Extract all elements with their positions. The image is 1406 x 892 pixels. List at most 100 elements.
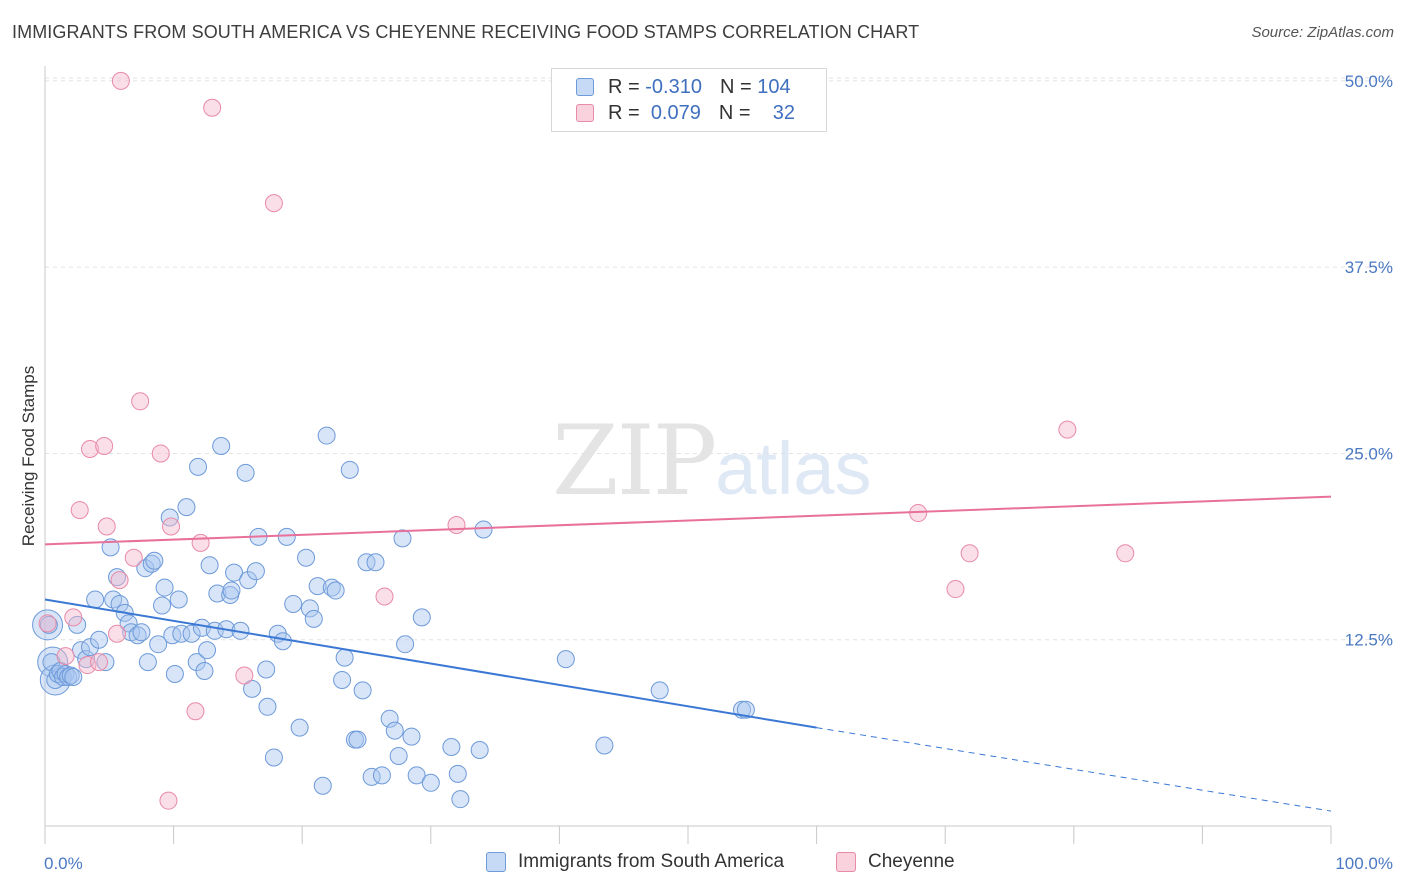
watermark-zip: ZIP (552, 405, 717, 517)
data-point-cheyenne (111, 71, 130, 90)
data-point-immigrants (138, 653, 157, 672)
data-point-immigrants (208, 584, 227, 603)
data-point-cheyenne (159, 791, 178, 810)
data-point-immigrants (153, 596, 172, 615)
data-point-immigrants (132, 623, 151, 642)
data-point-immigrants (304, 609, 323, 628)
data-point-immigrants (451, 790, 470, 809)
data-point-immigrants (189, 457, 208, 476)
data-point-cheyenne (78, 656, 97, 675)
data-point-immigrants (86, 590, 105, 609)
data-point-cheyenne (235, 666, 254, 685)
y-axis-label: Receiving Food Stamps (19, 366, 38, 546)
data-point-cheyenne (131, 392, 150, 411)
data-point-immigrants (300, 599, 319, 618)
legend-r-label: R = (608, 101, 640, 124)
data-point-immigrants (297, 548, 316, 567)
bottom-legend-label: Cheyenne (868, 851, 955, 872)
legend-n-label: N = (718, 101, 751, 124)
legend-n-value: 104 (757, 75, 791, 98)
data-point-immigrants (389, 746, 408, 765)
data-point-immigrants (101, 538, 120, 557)
data-point-immigrants (225, 563, 244, 582)
data-point-cheyenne (70, 501, 89, 520)
tick-labels: 12.5% 25.0% 37.5% 50.0% 0.0% 100.0% Receiving … (19, 72, 1393, 873)
data-point-cheyenne (375, 587, 394, 606)
data-point-immigrants (595, 736, 614, 755)
legend-r-label: R = (608, 75, 640, 98)
data-point-cheyenne (946, 580, 965, 599)
legend-r-value: -0.310 (645, 75, 702, 98)
data-point-immigrants (177, 498, 196, 517)
y-tick-label: 25.0% (1345, 444, 1393, 463)
x-tick-label: 0.0% (44, 854, 83, 873)
data-point-immigrants (182, 624, 201, 643)
data-point-immigrants (273, 632, 292, 651)
trend-lines (44, 495, 1332, 812)
data-point-immigrants (142, 554, 161, 573)
data-point-cheyenne (95, 437, 114, 455)
bottom-legend-swatch-blue (486, 852, 506, 872)
data-point-immigrants (243, 679, 262, 698)
legend-swatch-blue (576, 78, 594, 96)
data-point-immigrants (412, 608, 431, 627)
axes (44, 66, 1332, 844)
data-point-immigrants (650, 681, 669, 700)
data-point-immigrants-large (37, 646, 69, 678)
data-point-cheyenne (110, 571, 129, 590)
data-point-immigrants (172, 624, 191, 643)
data-point-immigrants (54, 667, 73, 686)
data-point-immigrants (212, 437, 231, 455)
data-point-immigrants (257, 660, 276, 679)
data-point-immigrants (326, 581, 345, 600)
watermark-atlas: atlas (715, 427, 872, 510)
data-point-cheyenne (38, 614, 57, 633)
data-point-immigrants (108, 568, 127, 587)
series-cheyenne-points (38, 71, 1135, 810)
data-point-cheyenne (162, 517, 181, 536)
data-point-immigrants (145, 551, 164, 570)
trend-line-immigrants (44, 598, 817, 729)
data-point-cheyenne (960, 544, 979, 563)
data-point-immigrants (335, 648, 354, 667)
data-point-immigrants (96, 653, 115, 672)
data-point-immigrants (284, 594, 303, 613)
legend-swatch-pink (576, 104, 594, 122)
data-point-immigrants (264, 748, 283, 767)
series-immigrants-points (32, 426, 755, 809)
data-point-immigrants (442, 738, 461, 757)
y-tick-label: 37.5% (1345, 258, 1393, 277)
x-tick-label: 100.0% (1335, 854, 1393, 873)
data-point-immigrants (246, 562, 265, 581)
data-point-immigrants (222, 581, 241, 600)
data-point-cheyenne (97, 517, 116, 536)
data-point-immigrants (317, 426, 336, 445)
data-point-immigrants (149, 635, 168, 654)
data-point-immigrants (39, 615, 58, 634)
bottom-legend-label: Immigrants from South America (518, 851, 785, 872)
data-point-cheyenne (1058, 420, 1077, 439)
data-point-cheyenne (124, 548, 143, 567)
data-point-cheyenne (151, 444, 170, 463)
data-point-immigrants (380, 709, 399, 728)
data-point-immigrants (421, 773, 440, 792)
data-point-immigrants (385, 721, 404, 740)
correlation-legend: R = -0.310 N = 104 R = 0.079 N = 32 (551, 68, 827, 132)
data-point-immigrants (64, 667, 83, 686)
data-point-cheyenne (108, 624, 127, 643)
bottom-legend-cheyenne: Cheyenne (836, 851, 955, 873)
data-point-cheyenne (56, 647, 75, 666)
data-point-cheyenne (447, 515, 466, 534)
data-point-cheyenne (203, 98, 222, 117)
data-point-cheyenne (191, 533, 210, 552)
trend-line-immigrants-extension (816, 727, 1332, 812)
data-point-immigrants (407, 766, 426, 785)
data-point-immigrants (396, 635, 415, 654)
data-point-immigrants (448, 764, 467, 783)
data-point-immigrants (372, 766, 391, 785)
data-point-immigrants (366, 553, 385, 572)
data-point-cheyenne (64, 608, 83, 627)
data-point-immigrants (90, 630, 109, 649)
data-point-cheyenne (264, 194, 283, 213)
